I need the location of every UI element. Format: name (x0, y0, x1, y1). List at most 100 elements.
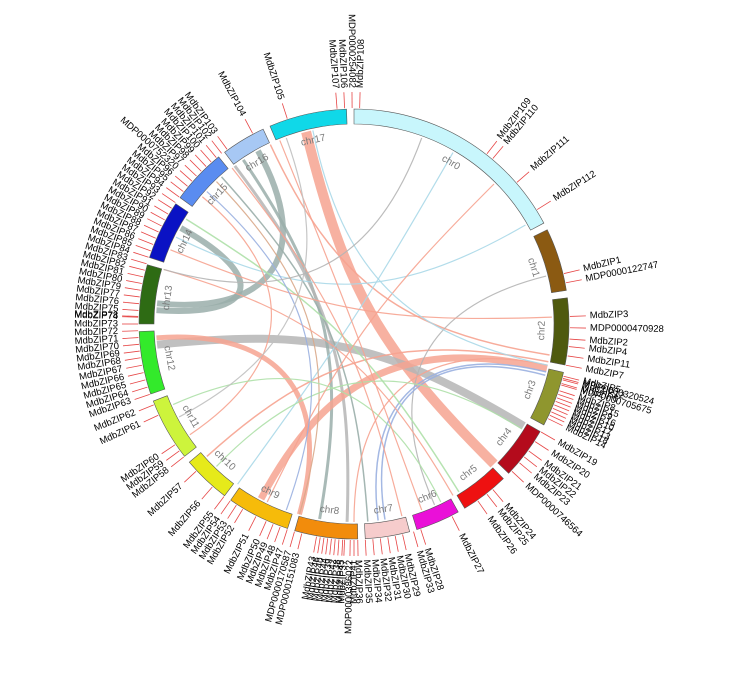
gene-label: MdbZIP72 (74, 326, 118, 338)
chromosome-segment (412, 498, 459, 530)
gene-tick (135, 245, 151, 252)
synteny-link (156, 149, 286, 308)
synteny-link (279, 140, 423, 511)
gene-tick (536, 200, 551, 210)
gene-tick (321, 537, 325, 554)
gene-label: MDP0000386022 (343, 560, 355, 634)
chromosome-label: chr7 (373, 503, 394, 517)
gene-tick (519, 462, 532, 474)
gene-tick (133, 251, 149, 258)
synteny-link (312, 130, 548, 366)
gene-tick (217, 136, 228, 150)
gene-tick (220, 500, 231, 515)
chromosome-segment (269, 108, 348, 141)
gene-tick (248, 516, 257, 531)
gene-tick (166, 450, 180, 461)
gene-label: MdbZIP74 (74, 310, 118, 322)
gene-tick (549, 414, 565, 423)
gene-tick (534, 441, 549, 451)
gene-tick (194, 154, 207, 167)
gene-tick (205, 144, 217, 158)
chromosome-segment (179, 156, 229, 207)
gene-tick (333, 539, 336, 556)
synteny-link (269, 144, 550, 356)
synteny-link (242, 159, 334, 520)
gene-label: MdbZIP3 (590, 309, 629, 321)
gene-label: MdbZIP45 (334, 559, 347, 603)
gene-tick (122, 316, 139, 318)
gene-label: MdbZIP104 (215, 70, 248, 119)
synteny-link (266, 183, 495, 503)
gene-label: MdbZIP37 (336, 560, 349, 604)
gene-label: MdbZIP69 (76, 348, 121, 364)
gene-label: MdbZIP105 (261, 51, 287, 101)
gene-tick (552, 408, 568, 416)
gene-tick (523, 456, 538, 468)
gene-tick (122, 309, 139, 311)
gene-tick (129, 379, 146, 385)
gene-tick (343, 92, 345, 109)
gene-tick (329, 538, 332, 555)
gene-tick (317, 537, 321, 554)
chromosome-label: chr11 (179, 403, 201, 430)
synteny-link (206, 349, 549, 458)
synteny-link (172, 377, 442, 503)
gene-tick (413, 531, 419, 548)
gene-label: MdbZIP78 (74, 309, 118, 322)
synteny-link (301, 130, 498, 468)
gene-ticks (122, 92, 586, 556)
gene-tick (559, 390, 575, 397)
gene-tick (561, 384, 577, 390)
chromosome-segment (497, 423, 541, 474)
gene-tick (387, 537, 391, 554)
synteny-link (170, 249, 552, 320)
gene-tick (211, 140, 222, 154)
chromosome-label: chr17 (300, 132, 327, 148)
gene-tick (420, 529, 427, 545)
synteny-link (156, 225, 244, 314)
gene-label: MdbZIP75 (74, 301, 118, 315)
gene-tick (234, 508, 244, 524)
gene-tick (562, 379, 579, 385)
chromosome-label: chr12 (161, 345, 176, 372)
gene-tick (556, 397, 573, 404)
chromosome-label: chr1 (525, 257, 541, 279)
gene-tick (138, 238, 154, 245)
gene-label: MdbZIP44 (314, 558, 330, 603)
gene-tick (200, 149, 212, 163)
gene-tick (143, 414, 159, 423)
gene-tick (451, 516, 460, 531)
chromosome-segment (138, 330, 166, 395)
gene-tick (184, 471, 197, 483)
gene-label: MdbZIP27 (456, 532, 486, 576)
gene-tick (297, 533, 303, 550)
synteny-link (163, 268, 454, 496)
gene-label: MDP0000254082 (346, 14, 358, 88)
gene-tick (274, 526, 281, 543)
gene-tick (379, 538, 383, 555)
gene-label: MdbZIP111 (529, 134, 572, 174)
gene-tick (170, 456, 185, 468)
gene-label: MdbZIP41 (349, 560, 360, 604)
gene-tick (555, 401, 571, 408)
gene-tick (554, 404, 570, 412)
gene-tick (492, 489, 504, 502)
chromosome-segment (456, 467, 504, 509)
gene-tick (551, 411, 567, 419)
synteny-links (156, 130, 552, 523)
chromosome-segment (533, 229, 567, 294)
gene-tick (129, 265, 145, 271)
gene-tick (132, 386, 148, 393)
synteny-link (163, 137, 423, 284)
gene-label: MdbZIP42 (324, 559, 339, 604)
gene-tick (563, 269, 580, 274)
gene-tick (161, 444, 176, 455)
gene-label: MDP0000470928 (590, 323, 664, 335)
gene-tick (140, 231, 156, 239)
gene-tick (147, 218, 162, 227)
gene-tick (341, 539, 344, 556)
gene-tick (189, 159, 202, 172)
chromosome-segment (152, 395, 197, 457)
gene-tick (486, 493, 498, 508)
